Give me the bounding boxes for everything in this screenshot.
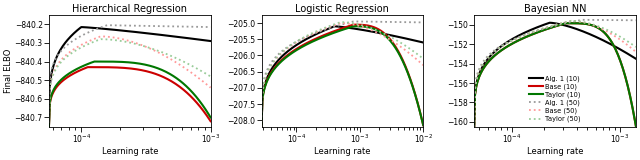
X-axis label: Learning rate: Learning rate — [102, 147, 158, 156]
Title: Logistic Regression: Logistic Regression — [296, 4, 389, 14]
Title: Hierarchical Regression: Hierarchical Regression — [72, 4, 188, 14]
X-axis label: Learning rate: Learning rate — [314, 147, 371, 156]
Y-axis label: Final ELBO: Final ELBO — [4, 49, 13, 93]
X-axis label: Learning rate: Learning rate — [527, 147, 583, 156]
Title: Bayesian NN: Bayesian NN — [524, 4, 586, 14]
Legend: Alg. 1 (10), Base (10), Taylor (10), Alg. 1 (50), Base (50), Taylor (50): Alg. 1 (10), Base (10), Taylor (10), Alg… — [529, 75, 581, 122]
